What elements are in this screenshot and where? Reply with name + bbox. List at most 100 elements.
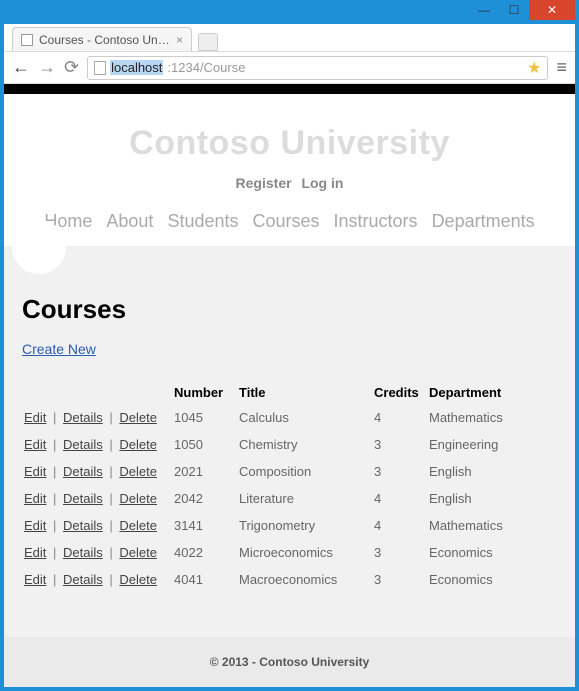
- cell-department: English: [427, 458, 557, 485]
- details-link[interactable]: Details: [63, 545, 103, 560]
- window-minimize-button[interactable]: —: [469, 0, 499, 20]
- edit-link[interactable]: Edit: [24, 545, 46, 560]
- nav-departments[interactable]: Departments: [432, 211, 535, 232]
- main-nav: Home About Students Courses Instructors …: [16, 211, 563, 232]
- table-row: Edit | Details | Delete4022Microeconomic…: [22, 539, 557, 566]
- details-link[interactable]: Details: [63, 464, 103, 479]
- col-department: Department: [427, 381, 557, 404]
- bookmark-star-icon[interactable]: ★: [527, 58, 541, 78]
- row-actions: Edit | Details | Delete: [22, 485, 172, 512]
- create-new-link[interactable]: Create New: [22, 341, 96, 357]
- cell-number: 4022: [172, 539, 237, 566]
- separator: |: [106, 545, 117, 560]
- cell-department: Engineering: [427, 431, 557, 458]
- cell-department: Economics: [427, 539, 557, 566]
- col-credits: Credits: [372, 381, 427, 404]
- forward-icon[interactable]: →: [38, 57, 56, 78]
- cell-title: Trigonometry: [237, 512, 372, 539]
- delete-link[interactable]: Delete: [119, 410, 157, 425]
- nav-instructors[interactable]: Instructors: [334, 211, 418, 232]
- browser-tabstrip: Courses - Contoso Univer... ×: [4, 24, 575, 52]
- browser-tab[interactable]: Courses - Contoso Univer... ×: [12, 27, 192, 51]
- cell-credits: 4: [372, 404, 427, 431]
- tab-close-icon[interactable]: ×: [176, 33, 183, 47]
- window-titlebar: — ☐ ✕: [4, 0, 575, 24]
- auth-links: Register Log in: [16, 175, 563, 191]
- separator: |: [49, 572, 60, 587]
- back-icon[interactable]: ←: [12, 57, 30, 78]
- decorative-circle: [12, 220, 66, 274]
- browser-toolbar: ← → ⟳ localhost :1234/Course ★ ≡: [4, 52, 575, 84]
- cell-credits: 3: [372, 458, 427, 485]
- address-bar[interactable]: localhost :1234/Course ★: [87, 56, 548, 80]
- page-heading: Courses: [22, 294, 557, 325]
- browser-window: — ☐ ✕ Courses - Contoso Univer... × ← → …: [0, 0, 579, 691]
- register-link[interactable]: Register: [236, 175, 292, 191]
- edit-link[interactable]: Edit: [24, 464, 46, 479]
- site-title: Contoso University: [16, 124, 563, 163]
- nav-students[interactable]: Students: [167, 211, 238, 232]
- delete-link[interactable]: Delete: [119, 437, 157, 452]
- row-actions: Edit | Details | Delete: [22, 512, 172, 539]
- page-content: Contoso University Register Log in Home …: [4, 94, 575, 687]
- url-path: :1234/Course: [167, 60, 245, 75]
- cell-department: English: [427, 485, 557, 512]
- nav-about[interactable]: About: [106, 211, 153, 232]
- separator: |: [106, 464, 117, 479]
- separator: |: [106, 518, 117, 533]
- table-row: Edit | Details | Delete 4041Macroeconomic…: [22, 566, 557, 593]
- edit-link[interactable]: Edit: [24, 518, 46, 533]
- cell-title: Calculus: [237, 404, 372, 431]
- cell-number: 4041: [172, 566, 237, 593]
- cell-department: Economics: [427, 566, 557, 593]
- url-host: localhost: [110, 60, 163, 75]
- cell-title: Microeconomics: [237, 539, 372, 566]
- table-row: Edit | Details | Delete2021Composition3E…: [22, 458, 557, 485]
- delete-link[interactable]: Delete: [119, 464, 157, 479]
- separator: |: [49, 410, 60, 425]
- details-link[interactable]: Details: [63, 518, 103, 533]
- col-title: Title: [237, 381, 372, 404]
- footer: © 2013 - Contoso University: [4, 637, 575, 687]
- separator: |: [106, 491, 117, 506]
- reload-icon[interactable]: ⟳: [64, 57, 79, 78]
- cell-department: Mathematics: [427, 512, 557, 539]
- cell-number: 3141: [172, 512, 237, 539]
- hero: Contoso University Register Log in Home …: [4, 94, 575, 246]
- row-actions: Edit | Details | Delete: [22, 539, 172, 566]
- delete-link[interactable]: Delete: [119, 545, 157, 560]
- cell-number: 2042: [172, 485, 237, 512]
- table-row: Edit | Details | Delete2042Literature4En…: [22, 485, 557, 512]
- edit-link[interactable]: Edit: [24, 491, 46, 506]
- cell-credits: 4: [372, 485, 427, 512]
- details-link[interactable]: Details: [63, 572, 103, 587]
- details-link[interactable]: Details: [63, 410, 103, 425]
- login-link[interactable]: Log in: [301, 175, 343, 191]
- separator: |: [106, 572, 117, 587]
- edit-link[interactable]: Edit: [24, 572, 46, 587]
- separator: |: [49, 518, 60, 533]
- row-actions: Edit | Details | Delete: [22, 458, 172, 485]
- cell-title: Macroeconomics: [237, 566, 372, 593]
- menu-icon[interactable]: ≡: [556, 57, 567, 78]
- edit-link[interactable]: Edit: [24, 410, 46, 425]
- delete-link[interactable]: Delete: [119, 491, 157, 506]
- delete-link[interactable]: Delete: [119, 518, 157, 533]
- nav-courses[interactable]: Courses: [253, 211, 320, 232]
- edit-link[interactable]: Edit: [24, 437, 46, 452]
- row-actions: Edit | Details | Delete: [22, 431, 172, 458]
- details-link[interactable]: Details: [63, 491, 103, 506]
- new-tab-button[interactable]: [198, 33, 218, 51]
- cell-number: 1050: [172, 431, 237, 458]
- window-maximize-button[interactable]: ☐: [499, 0, 529, 20]
- window-close-button[interactable]: ✕: [529, 0, 575, 20]
- separator: |: [106, 437, 117, 452]
- table-row: Edit | Details | Delete1045Calculus4Math…: [22, 404, 557, 431]
- delete-link[interactable]: Delete: [119, 572, 157, 587]
- details-link[interactable]: Details: [63, 437, 103, 452]
- courses-table: Number Title Credits Department Edit | D…: [22, 381, 557, 593]
- top-black-bar: [4, 84, 575, 94]
- tab-favicon-icon: [21, 34, 33, 46]
- cell-title: Literature: [237, 485, 372, 512]
- separator: |: [49, 464, 60, 479]
